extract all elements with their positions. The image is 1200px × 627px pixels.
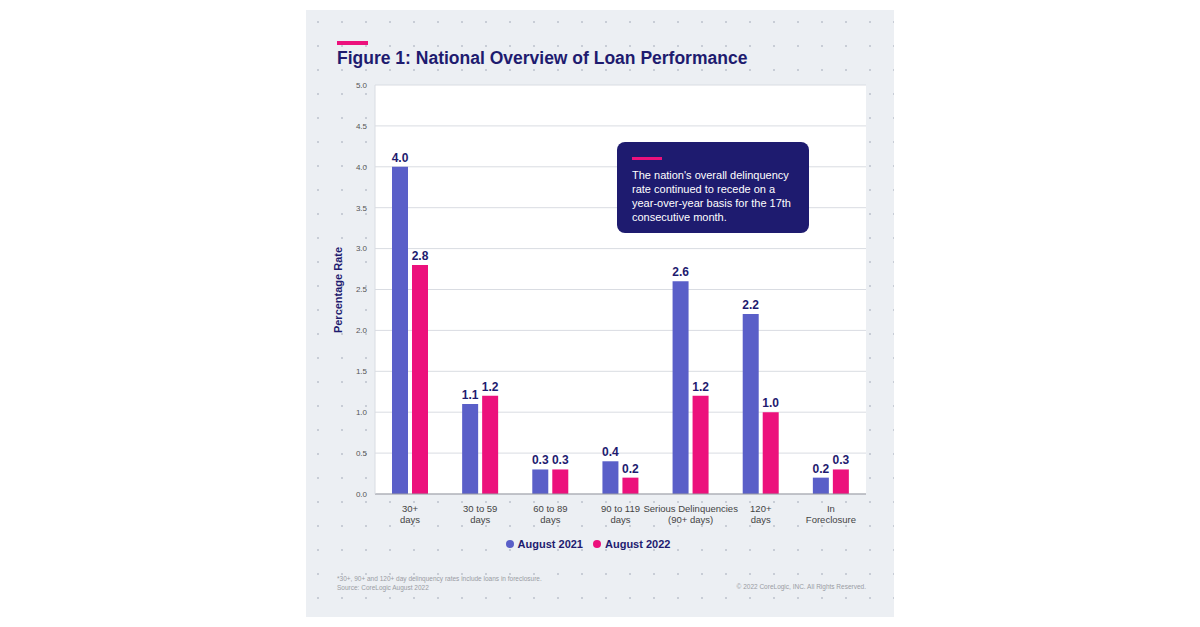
svg-text:0.3: 0.3 [532,453,549,467]
svg-text:InForeclosure: InForeclosure [806,503,856,525]
svg-text:1.0: 1.0 [356,408,368,417]
svg-text:Serious Delinquencies(90+ days: Serious Delinquencies(90+ days) [643,503,738,525]
svg-text:0.5: 0.5 [356,449,368,458]
svg-text:30 to 59days: 30 to 59days [463,503,497,525]
svg-text:0.3: 0.3 [552,453,569,467]
svg-text:0.2: 0.2 [622,462,639,476]
svg-text:2.0: 2.0 [356,326,368,335]
svg-text:90 to 119days: 90 to 119days [601,503,640,525]
html-text:August 2021: August 2021 [517,538,583,550]
svg-text:0.2: 0.2 [813,462,830,476]
svg-text:5.0: 5.0 [356,81,368,90]
svg-text:2.8: 2.8 [412,249,429,263]
svg-text:1.5: 1.5 [356,367,368,376]
svg-text:1.1: 1.1 [462,388,479,402]
svg-text:0.0: 0.0 [356,490,368,499]
svg-text:2.6: 2.6 [672,265,689,279]
svg-text:3.0: 3.0 [356,244,368,253]
html-text:*30+, 90+ and 120+ day delinqu: *30+, 90+ and 120+ day delinquency rates… [337,575,542,582]
svg-text:3.5: 3.5 [356,204,368,213]
svg-text:2.2: 2.2 [742,298,759,312]
svg-text:4.0: 4.0 [392,151,409,165]
html-text:Percentage Rate: Percentage Rate [332,246,344,334]
svg-text:1.2: 1.2 [482,380,499,394]
svg-text:120+days: 120+days [750,503,772,525]
svg-text:4.0: 4.0 [356,163,368,172]
svg-text:1.2: 1.2 [692,380,709,394]
svg-text:60 to 89days: 60 to 89days [533,503,567,525]
svg-text:0.3: 0.3 [833,453,850,467]
html-text:The nation's overall delinquen: The nation's overall delinquency rate co… [632,169,791,223]
html-text:Source: CoreLogic August 2022: Source: CoreLogic August 2022 [337,584,429,591]
svg-text:4.5: 4.5 [356,122,368,131]
svg-text:2.5: 2.5 [356,285,368,294]
svg-text:0.4: 0.4 [602,445,619,459]
svg-text:30+days: 30+days [400,503,420,525]
html-text:August 2022: August 2022 [605,538,671,550]
html-text:Figure 1: National Overview of: Figure 1: National Overview of Loan Perf… [337,48,748,68]
svg-text:1.0: 1.0 [762,396,779,410]
html-text:© 2022 CoreLogic, INC. All Rig: © 2022 CoreLogic, INC. All Rights Reserv… [736,583,866,590]
